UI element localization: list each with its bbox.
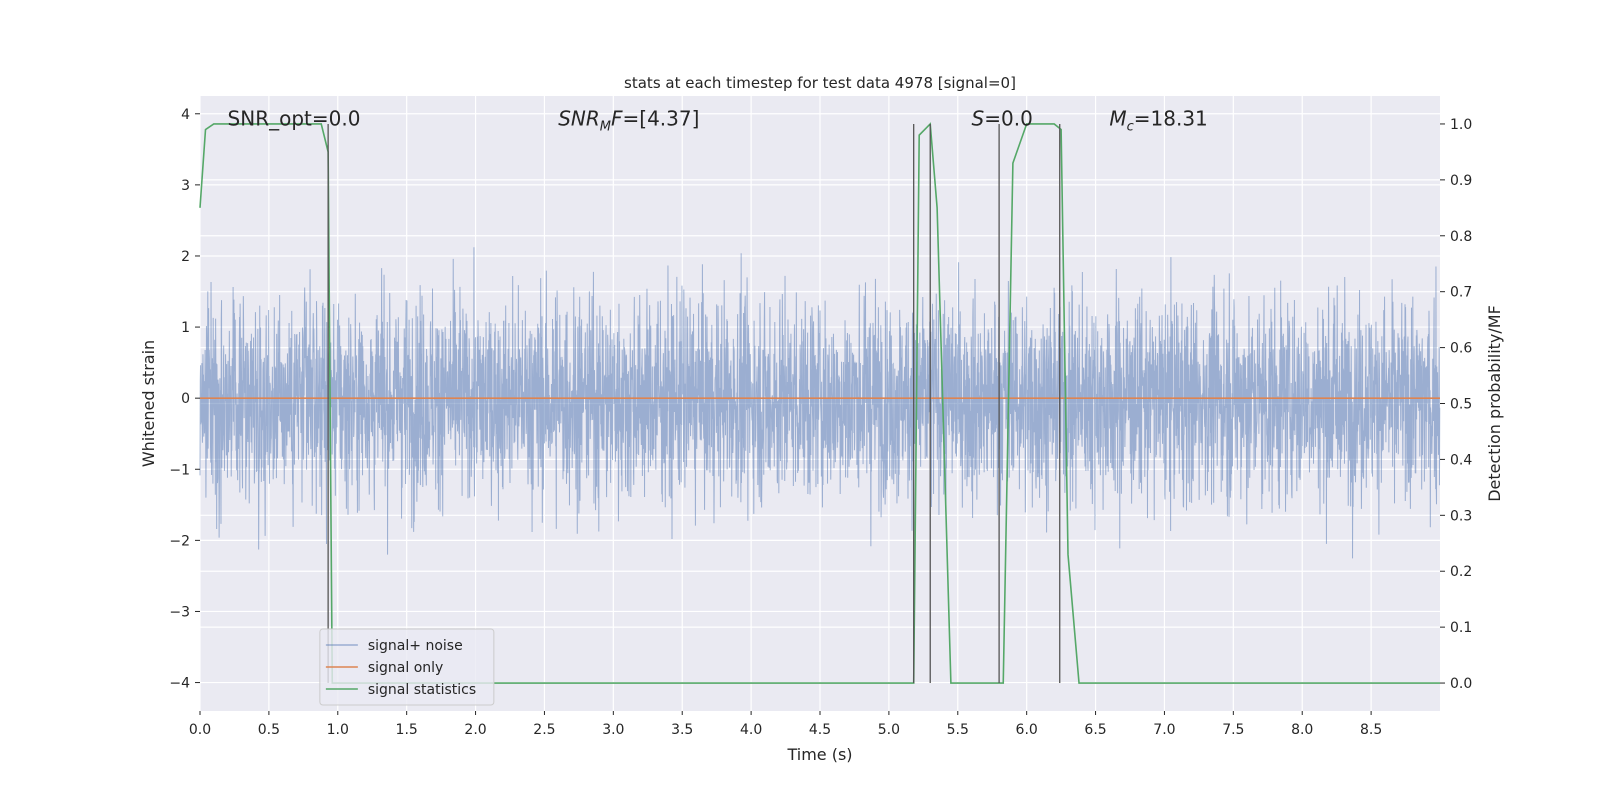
annotation-0: SNR_opt=0.0 [228, 106, 361, 130]
x-tick-label: 3.5 [671, 722, 693, 738]
y-left-tick-label: 2 [181, 249, 190, 265]
x-tick-label: 8.5 [1360, 722, 1382, 738]
legend-label: signal only [368, 660, 443, 676]
grid [199, 96, 1440, 711]
y-right-tick-label: 0.2 [1450, 564, 1472, 580]
x-tick-label: 5.5 [947, 722, 969, 738]
x-tick-label: 5.0 [878, 722, 900, 738]
y-right-tick-label: 0.5 [1450, 397, 1472, 413]
x-axis-label: Time (s) [786, 745, 852, 764]
x-tick-label: 7.5 [1222, 722, 1244, 738]
y-right-tick-label: 0.1 [1450, 620, 1472, 636]
y-left-tick-label: 1 [181, 320, 190, 336]
x-tick-label: 4.5 [809, 722, 831, 738]
x-tick-label: 6.0 [1016, 722, 1038, 738]
y-right-tick-label: 0.3 [1450, 508, 1472, 524]
y-left-tick-label: −4 [169, 676, 190, 692]
annotation-3: Mc=18.31 [1109, 106, 1207, 134]
y-right-tick-label: 0.0 [1450, 676, 1472, 692]
y-right-tick-label: 1.0 [1450, 117, 1472, 133]
y-left-tick-label: 3 [181, 178, 190, 194]
y-right-tick-label: 0.9 [1450, 173, 1472, 189]
y-left-tick-label: −2 [169, 533, 190, 549]
x-tick-label: 1.0 [327, 722, 349, 738]
x-tick-label: 2.0 [464, 722, 486, 738]
x-tick-label: 0.0 [189, 722, 211, 738]
y-left-tick-label: −3 [169, 604, 190, 620]
series-signal-statistics [199, 122, 1440, 684]
ticks: 0.0 0.5 1.0 1.5 2.0 2.5 3.0 3.5 4.0 4.5 5.0 5.5 6.0 6… [169, 107, 1472, 738]
x-tick-label: 7.0 [1153, 722, 1175, 738]
x-tick-label: 2.5 [533, 722, 555, 738]
legend-label: signal+ noise [368, 638, 463, 654]
series-layer [199, 122, 1441, 684]
y-axis-label-left: Whitened strain [139, 340, 158, 467]
y-left-tick-label: 4 [181, 107, 190, 123]
annotation-2: S=0.0 [972, 106, 1033, 130]
y-axis-label-right: Detection probability/MF [1485, 305, 1504, 502]
legend: signal+ noise signal only signal statistic… [319, 628, 495, 706]
chart-title: stats at each timestep for test data 497… [624, 74, 1016, 92]
x-tick-label: 1.5 [396, 722, 418, 738]
y-right-tick-label: 0.8 [1450, 229, 1472, 245]
x-tick-label: 3.0 [602, 722, 624, 738]
x-tick-label: 0.5 [258, 722, 280, 738]
x-tick-label: 8.0 [1291, 722, 1313, 738]
y-right-tick-label: 0.4 [1450, 452, 1472, 468]
annotations: SNR_opt=0.0 SNRMF=[4.37] S=0.0 Mc=18.31 [228, 106, 1208, 134]
y-right-tick-label: 0.6 [1450, 341, 1472, 357]
y-left-tick-label: 0 [181, 391, 190, 407]
y-left-tick-label: −1 [169, 462, 190, 478]
x-tick-label: 6.5 [1084, 722, 1106, 738]
annotation-1: SNRMF=[4.37] [558, 106, 699, 134]
series-signal-plus-noise [199, 247, 1441, 559]
x-tick-label: 4.0 [740, 722, 762, 738]
y-right-tick-label: 0.7 [1450, 285, 1472, 301]
legend-label: signal statistics [368, 682, 476, 698]
legend-frame [319, 628, 495, 706]
